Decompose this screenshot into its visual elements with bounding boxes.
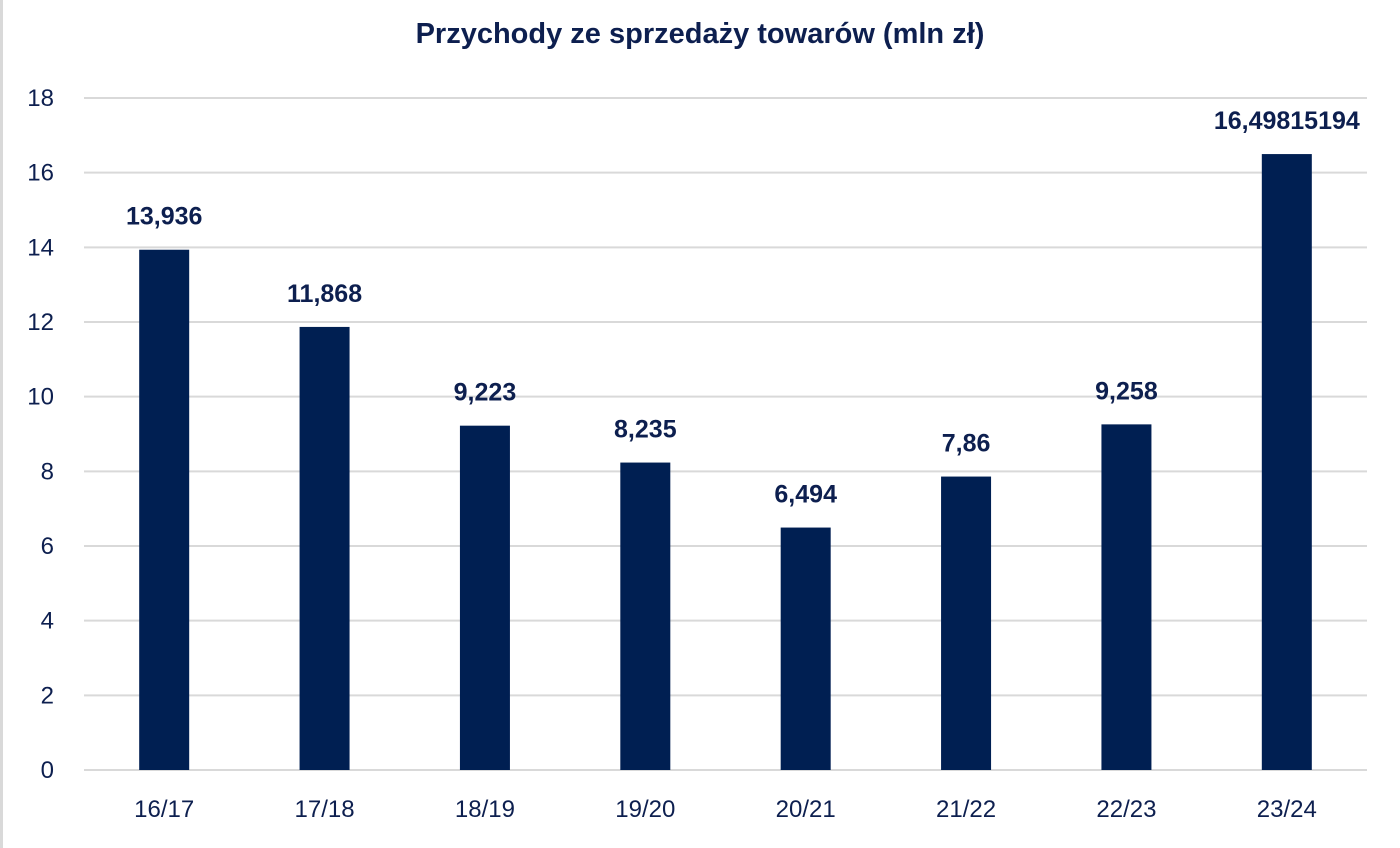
y-tick-label: 0	[41, 757, 54, 784]
data-label: 11,868	[287, 280, 362, 308]
y-tick-label: 2	[41, 682, 54, 709]
bar	[459, 425, 510, 770]
data-label: 13,936	[126, 203, 202, 231]
x-tick-label: 23/24	[1257, 796, 1317, 823]
chart-title: Przychody ze sprzedaży towarów (mln zł)	[415, 18, 985, 50]
y-tick-label: 8	[41, 458, 54, 485]
y-tick-label: 6	[41, 533, 54, 560]
y-tick-label: 10	[27, 384, 54, 411]
y-tick-label: 4	[41, 608, 54, 635]
data-label: 7,86	[942, 430, 991, 458]
x-tick-label: 21/22	[936, 796, 996, 823]
x-tick-label: 19/20	[615, 796, 675, 823]
gridlines	[84, 97, 1367, 771]
data-label: 16,49815194	[1214, 107, 1360, 135]
y-tick-label: 12	[27, 309, 54, 336]
y-tick-label: 14	[27, 234, 54, 261]
bars	[139, 154, 1312, 771]
data-label: 9,223	[454, 379, 517, 407]
x-axis-tick-labels: 16/17 17/18 18/19 19/20 20/21 21/22 22/23 23/24	[134, 796, 1317, 823]
bar	[299, 326, 350, 770]
bar	[941, 476, 992, 770]
bar	[1261, 154, 1312, 771]
data-label: 9,258	[1095, 377, 1158, 405]
x-tick-label: 18/19	[455, 796, 515, 823]
bar	[1101, 424, 1152, 770]
bar	[780, 527, 831, 770]
x-tick-label: 16/17	[134, 796, 194, 823]
x-tick-label: 22/23	[1096, 796, 1156, 823]
y-tick-label: 16	[27, 160, 54, 187]
x-tick-label: 20/21	[776, 796, 836, 823]
bar	[620, 462, 671, 770]
data-label: 8,235	[614, 416, 677, 444]
y-tick-label: 18	[27, 85, 54, 112]
data-labels: 13,936 11,868 9,223 8,235 6,494 7,86 9,258 16,4…	[126, 107, 1360, 508]
data-label: 6,494	[774, 481, 837, 509]
bar	[139, 249, 190, 771]
x-tick-label: 17/18	[295, 796, 355, 823]
y-axis-tick-labels: 0 2 4 6 8 10 12 14 16 18	[27, 85, 54, 784]
